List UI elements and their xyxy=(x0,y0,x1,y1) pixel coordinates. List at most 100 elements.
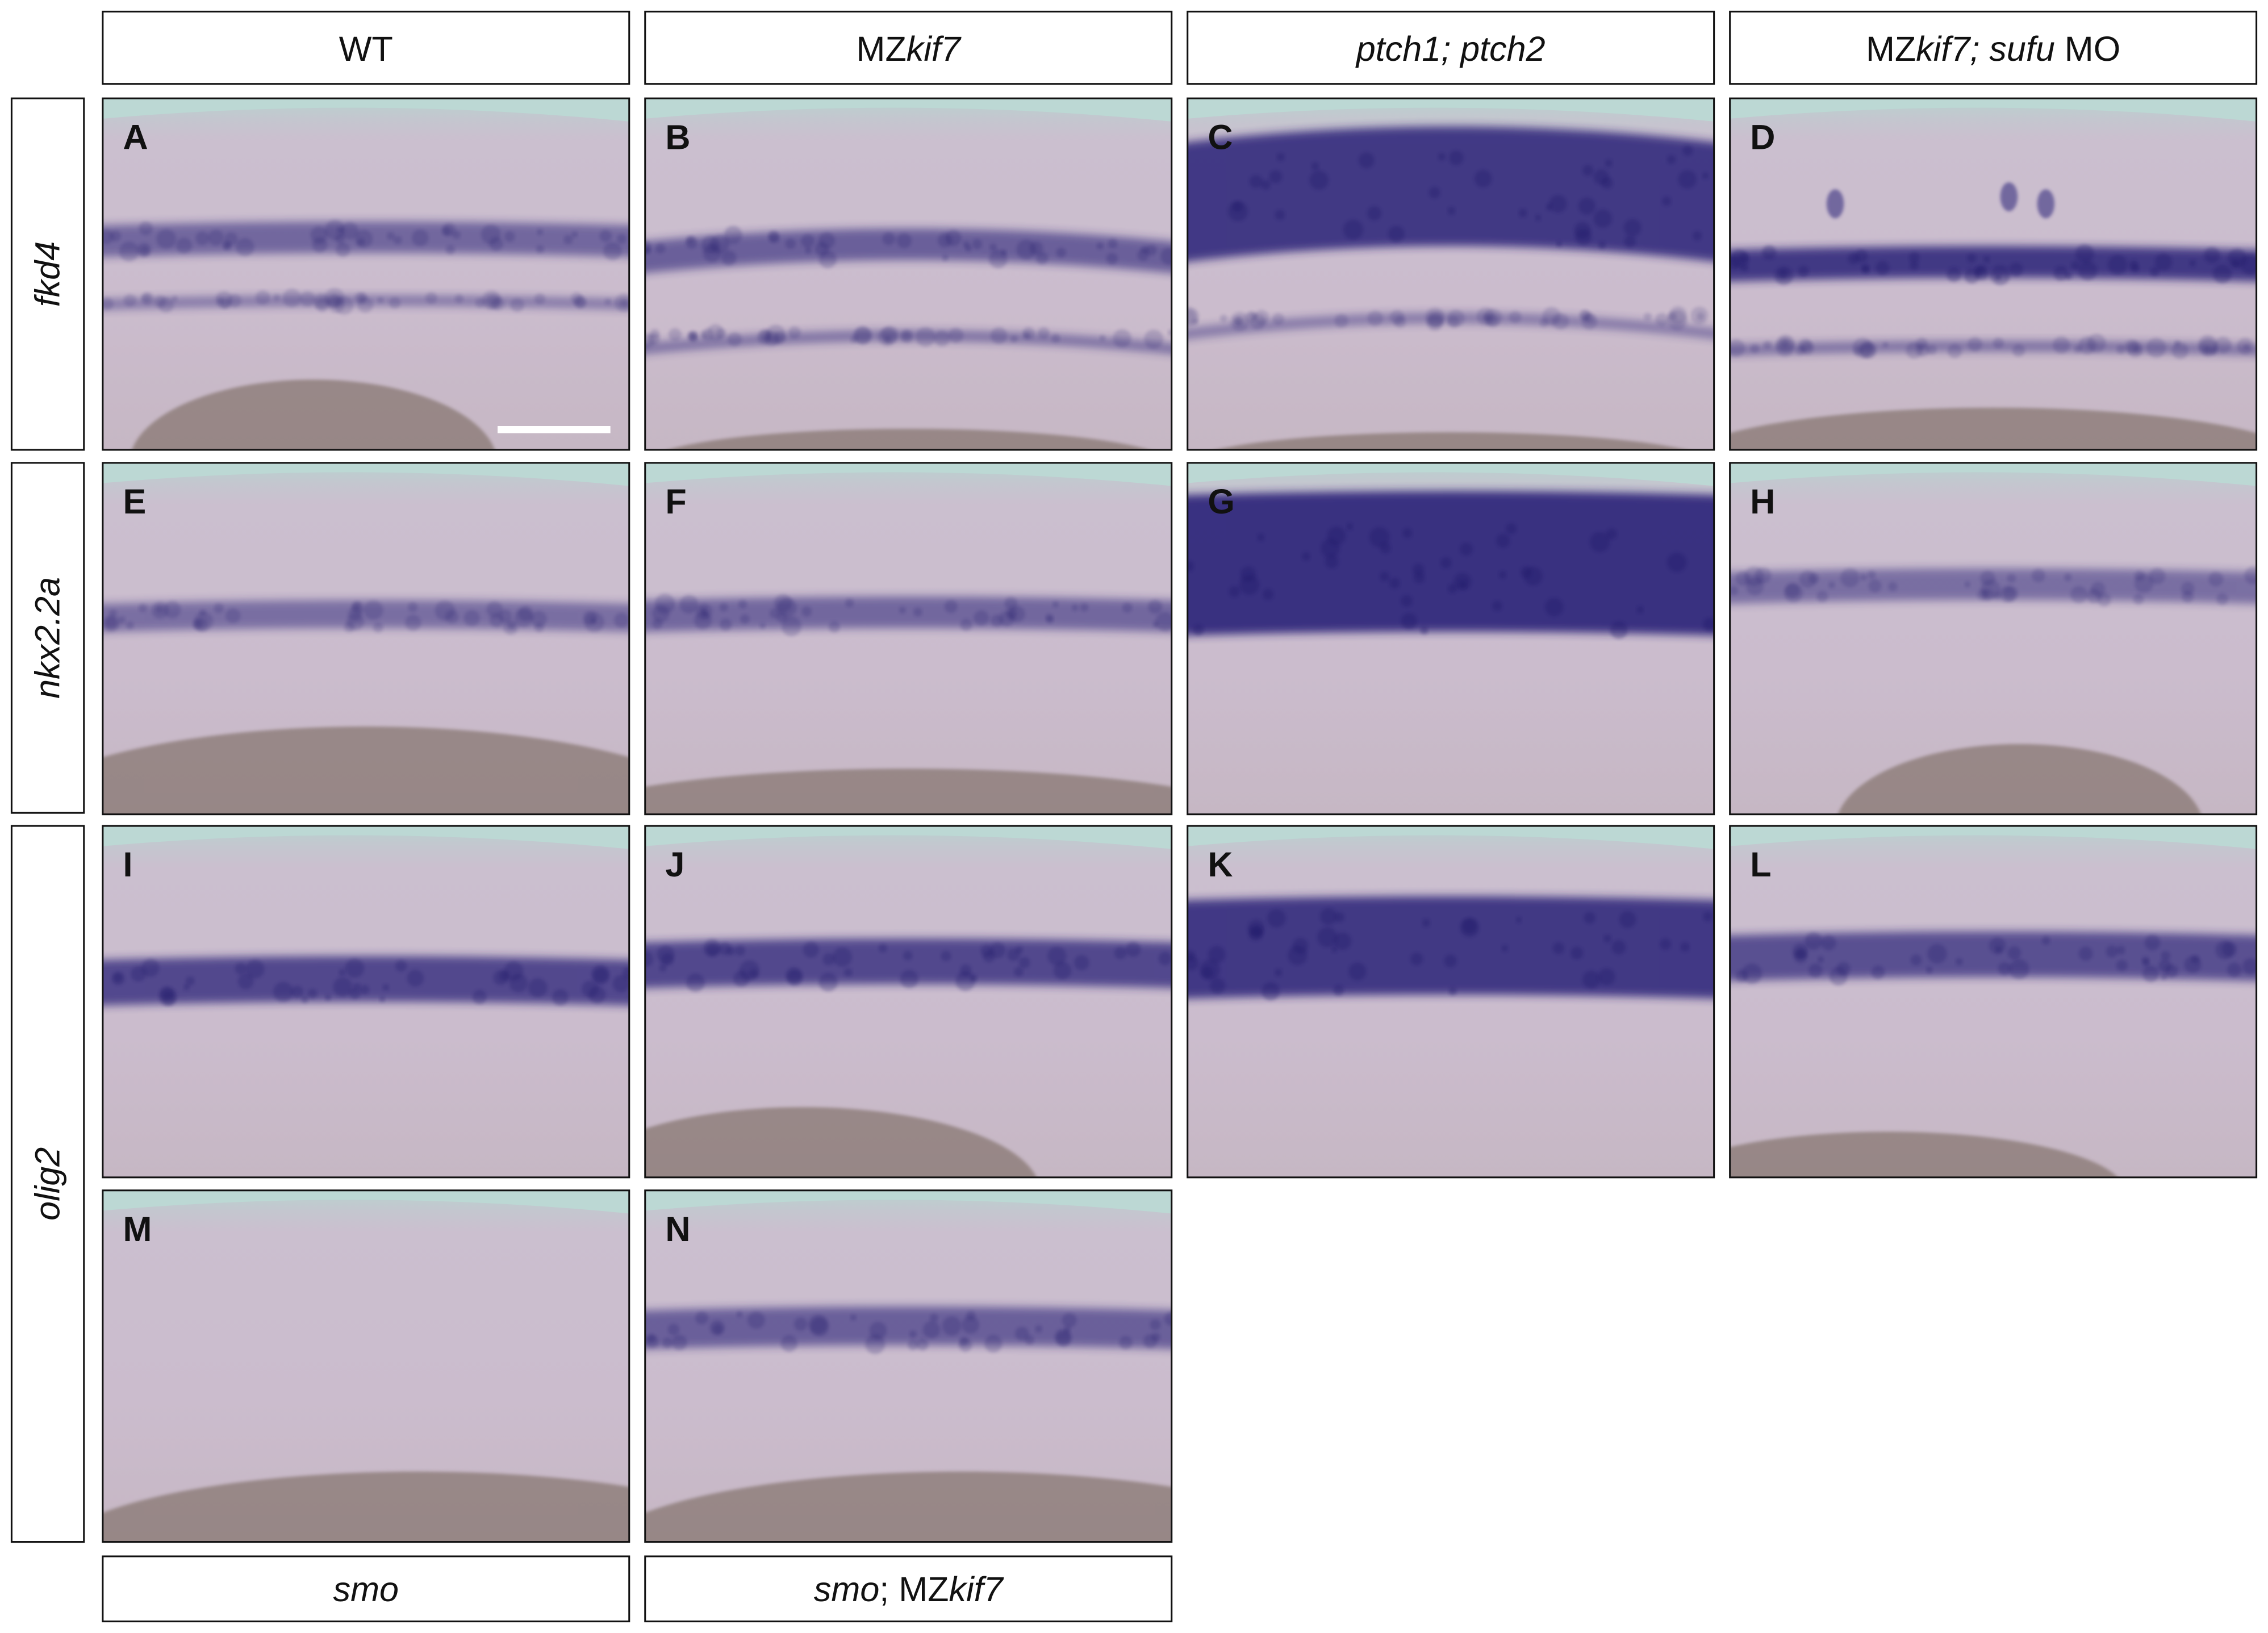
stain-blob xyxy=(103,615,120,632)
panel-image xyxy=(102,462,629,815)
panel: F xyxy=(644,462,1173,816)
stain-blob xyxy=(768,232,780,243)
panel-image xyxy=(1187,462,1714,815)
stain-blob xyxy=(1750,344,1760,353)
label-part: kif7; sufu xyxy=(1916,30,2055,68)
stain-blob xyxy=(164,601,181,619)
stain-blob xyxy=(1666,155,1676,164)
stain-blob xyxy=(1836,962,1851,976)
stain-blob xyxy=(903,951,913,960)
stain-blob xyxy=(1187,561,1194,571)
stain-blob xyxy=(1603,934,1611,943)
stain-blob xyxy=(1001,249,1007,256)
stain-blob xyxy=(1860,342,1877,359)
label-part: olig2 xyxy=(28,1147,66,1221)
stain-blob xyxy=(1927,944,1947,964)
stain-blob xyxy=(962,1316,979,1334)
stain-blob xyxy=(1993,337,2004,349)
stain-blob xyxy=(528,978,548,997)
stain-blob xyxy=(869,1322,887,1339)
stain-blob xyxy=(655,243,666,253)
stain-blob xyxy=(1546,204,1552,211)
panel-image xyxy=(645,98,1172,450)
stain-blob xyxy=(531,611,547,627)
stain-blob xyxy=(948,328,964,343)
stain-blob xyxy=(1108,239,1118,248)
stain-blob xyxy=(805,247,812,254)
stain-blob xyxy=(1798,266,1809,277)
surface xyxy=(1730,826,2257,849)
stain-blob xyxy=(922,1321,941,1339)
stain-blob xyxy=(1038,327,1050,339)
stain-blob xyxy=(1535,215,1542,221)
stain-blob xyxy=(724,225,742,244)
panel-border xyxy=(644,1189,1173,1543)
row-label: fkd4 xyxy=(28,241,66,307)
stain-blob xyxy=(1477,307,1495,325)
footer-label: smo; MZkif7 xyxy=(814,1570,1004,1609)
surface xyxy=(1187,462,1714,486)
stain-blob xyxy=(845,598,854,608)
stain-blob xyxy=(702,611,708,617)
yolk xyxy=(1730,407,2257,450)
panel-image xyxy=(102,1190,629,1542)
stain-blob xyxy=(934,330,950,346)
stain-blob xyxy=(1794,950,1807,963)
panel-letter: E xyxy=(123,482,146,521)
stain-blob xyxy=(701,328,715,341)
stain-blob xyxy=(1460,918,1480,937)
label-part: ; MZ xyxy=(879,1570,949,1609)
stain-blob xyxy=(782,616,801,637)
stain-blob xyxy=(2208,571,2224,587)
expression-band xyxy=(1187,126,1714,262)
stain-blob xyxy=(672,1335,687,1350)
stain-blob xyxy=(710,235,729,254)
stain-blob xyxy=(989,942,1005,958)
label-part: smo xyxy=(814,1570,879,1609)
surface xyxy=(1187,98,1714,122)
expression-band xyxy=(645,596,1172,632)
stain-blob xyxy=(774,594,792,612)
stain-blob xyxy=(2213,264,2232,283)
stain-blob xyxy=(2215,941,2234,959)
stain-blob xyxy=(393,236,402,244)
stain-blob xyxy=(1888,582,1898,591)
stain-blob xyxy=(346,613,364,630)
stain-blob xyxy=(1910,261,1919,270)
stain-blob xyxy=(328,296,345,313)
stain-blob xyxy=(1155,612,1172,632)
stain-blob xyxy=(325,220,345,240)
stain-blob xyxy=(2064,573,2072,582)
stain-blob xyxy=(377,296,384,303)
stain-blob xyxy=(1035,1325,1043,1333)
stain-blob xyxy=(2075,244,2094,264)
stain-blob xyxy=(563,235,573,244)
stain-blob xyxy=(452,231,461,239)
stain-blob xyxy=(2007,574,2016,583)
panel-letter: A xyxy=(123,118,148,156)
column-header: MZkif7; sufu MO xyxy=(1866,30,2120,68)
stain-blob xyxy=(770,608,780,619)
stain-blob xyxy=(818,250,837,269)
stain-blob xyxy=(645,247,651,254)
stain-blob xyxy=(2242,958,2257,975)
stain-blob xyxy=(1498,571,1507,579)
stain-blob xyxy=(984,1335,1003,1353)
stain-blob xyxy=(1413,572,1425,583)
panel-image xyxy=(1187,826,1714,1177)
stain-blob xyxy=(1151,1333,1161,1342)
surface xyxy=(645,98,1172,122)
expression-band xyxy=(102,956,629,1006)
stain-blob xyxy=(195,231,210,245)
stain-blob xyxy=(504,231,515,243)
stain-blob xyxy=(364,600,383,620)
stain-blob xyxy=(1080,603,1089,612)
stain-blob xyxy=(803,941,819,958)
stain-blob xyxy=(2078,336,2096,354)
stain-blob xyxy=(1593,169,1609,185)
stain-blob xyxy=(1113,329,1131,348)
stain-blob xyxy=(1429,187,1440,198)
stain-blob xyxy=(273,982,294,1002)
stain-blob xyxy=(1544,598,1564,616)
stain-blob xyxy=(1855,249,1868,262)
